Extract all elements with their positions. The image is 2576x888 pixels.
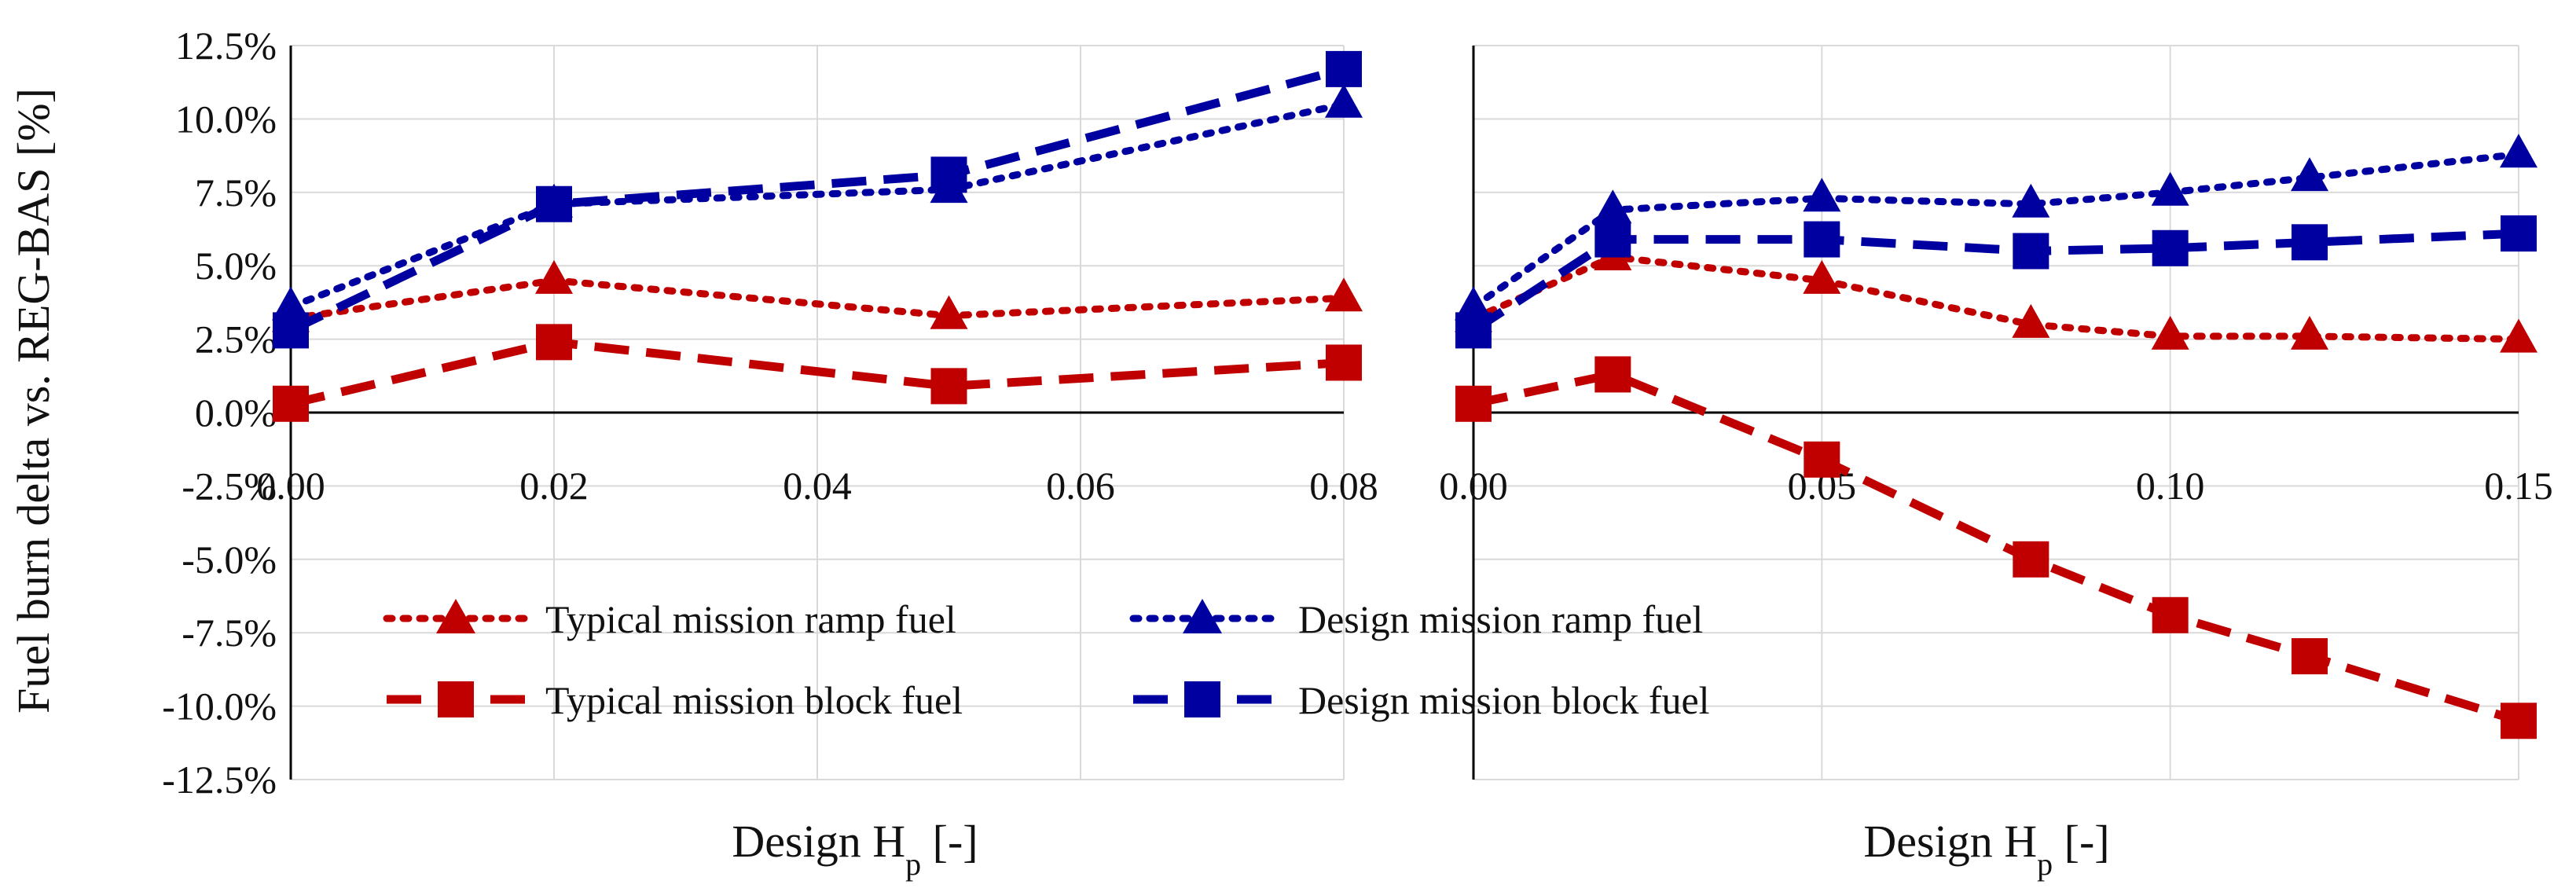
x-tick-label-left: 0.00	[256, 464, 325, 508]
data-point-typical-mission-ramp-fuel	[535, 259, 573, 294]
legend-swatch-marker-design-block	[1184, 681, 1220, 717]
data-point-design-mission-block-fuel	[1594, 221, 1631, 258]
data-point-typical-mission-block-fuel	[2013, 541, 2049, 578]
y-tick-label: 5.0%	[195, 244, 277, 288]
x-axis-title-left: Design Hp [-]	[732, 816, 978, 882]
series-line-design-mission-ramp-fuel	[287, 101, 1348, 310]
y-tick-label: 2.5%	[195, 317, 277, 361]
data-point-design-mission-ramp-fuel	[2291, 157, 2328, 192]
data-point-design-mission-block-fuel	[1804, 221, 1840, 258]
data-point-typical-mission-block-fuel	[273, 385, 309, 422]
legend-swatch-marker-design-ramp	[1183, 599, 1222, 633]
data-point-design-mission-ramp-fuel	[272, 286, 310, 321]
data-point-typical-mission-ramp-fuel	[2151, 315, 2189, 350]
legend-label-typical-block: Typical mission block fuel	[545, 678, 963, 722]
series-line-typical-mission-block-fuel	[289, 337, 1345, 409]
data-point-typical-mission-ramp-fuel	[1325, 277, 1363, 312]
data-point-typical-mission-block-fuel	[1455, 385, 1492, 422]
x-axis-title-left-main: Design H	[732, 816, 905, 867]
data-point-typical-mission-block-fuel	[2292, 638, 2328, 675]
data-point-typical-mission-ramp-fuel	[2291, 315, 2328, 350]
y-tick-label: 7.5%	[195, 171, 277, 215]
series-line-typical-mission-block-fuel	[1472, 369, 2520, 725]
x-tick-label-right: 0.00	[1439, 464, 1508, 508]
legend-label-design-block: Design mission block fuel	[1298, 678, 1710, 722]
chart-panel-left: 12.5% 10.0% 7.5% 5.0% 2.5% 0.0% -2.5% -5.0% -7.5…	[162, 24, 1378, 802]
y-tick-label: 0.0%	[195, 391, 277, 435]
x-axis-title-right-tail: [-]	[2053, 816, 2109, 867]
data-point-design-mission-block-fuel	[2152, 229, 2189, 266]
x-axis-title-left-sub: p	[905, 846, 921, 882]
data-point-typical-mission-ramp-fuel	[2012, 303, 2050, 338]
x-tick-label-right: 0.10	[2136, 464, 2205, 508]
data-point-design-mission-ramp-fuel	[1325, 83, 1363, 118]
x-axis-title-right: Design Hp [-]	[1863, 816, 2109, 882]
y-tick-label: -7.5%	[182, 611, 277, 655]
data-point-typical-mission-block-fuel	[930, 368, 967, 405]
y-tick-label: 12.5%	[175, 24, 277, 68]
data-point-typical-mission-block-fuel	[1804, 441, 1840, 478]
y-tick-label: 10.0%	[175, 97, 277, 141]
chart-panel-right: 0.00 0.05 0.10 0.15	[1439, 45, 2553, 780]
data-point-design-mission-block-fuel	[536, 185, 572, 222]
data-point-design-mission-block-fuel	[930, 156, 967, 193]
data-point-design-mission-ramp-fuel	[1803, 178, 1841, 212]
data-point-design-mission-block-fuel	[2501, 215, 2537, 252]
data-point-design-mission-block-fuel	[2013, 233, 2049, 270]
legend-label-design-ramp: Design mission ramp fuel	[1298, 597, 1703, 641]
data-point-typical-mission-block-fuel	[1594, 356, 1631, 393]
data-point-typical-mission-ramp-fuel	[2500, 318, 2537, 353]
legend: Typical mission ramp fuel Design mission…	[383, 597, 1710, 722]
data-point-design-mission-block-fuel	[273, 312, 309, 349]
data-point-design-mission-ramp-fuel	[1455, 286, 1492, 321]
data-point-design-mission-ramp-fuel	[2500, 134, 2537, 168]
data-point-typical-mission-block-fuel	[536, 324, 572, 361]
y-tick-label: -5.0%	[182, 538, 277, 582]
data-point-design-mission-block-fuel	[2292, 224, 2328, 261]
x-axis-title-left-tail: [-]	[921, 816, 978, 867]
x-tick-label-left: 0.08	[1309, 464, 1378, 508]
data-point-typical-mission-block-fuel	[1326, 344, 1362, 381]
x-axis-title-right-main: Design H	[1863, 816, 2037, 867]
series-line-design-mission-block-fuel	[288, 64, 1345, 335]
y-tick-label: -12.5%	[162, 758, 277, 802]
data-point-design-mission-ramp-fuel	[2012, 183, 2050, 218]
y-tick-label: -10.0%	[162, 684, 277, 728]
legend-swatch-marker-typical-block	[438, 681, 474, 717]
legend-label-typical-ramp: Typical mission ramp fuel	[545, 597, 956, 641]
x-tick-label-right: 0.15	[2484, 464, 2553, 508]
x-tick-label-left: 0.06	[1046, 464, 1115, 508]
series-line-typical-mission-ramp-fuel	[287, 277, 1348, 322]
x-axis-title-right-sub: p	[2037, 846, 2053, 882]
x-tick-label-left: 0.04	[783, 464, 852, 508]
data-point-typical-mission-block-fuel	[2152, 596, 2189, 633]
data-point-typical-mission-block-fuel	[2501, 703, 2537, 739]
y-tick-label: -2.5%	[182, 464, 277, 508]
y-axis-title: Fuel burn delta vs. REG-BAS [%]	[8, 88, 59, 714]
data-point-design-mission-ramp-fuel	[2151, 171, 2189, 206]
data-point-typical-mission-ramp-fuel	[1803, 259, 1841, 294]
data-point-design-mission-ramp-fuel	[1594, 189, 1632, 224]
data-point-design-mission-block-fuel	[1326, 50, 1362, 87]
legend-swatch-marker-typical-ramp	[436, 599, 475, 633]
data-point-typical-mission-ramp-fuel	[930, 295, 968, 329]
x-tick-label-left: 0.02	[519, 464, 589, 508]
data-point-design-mission-block-fuel	[1455, 312, 1492, 349]
